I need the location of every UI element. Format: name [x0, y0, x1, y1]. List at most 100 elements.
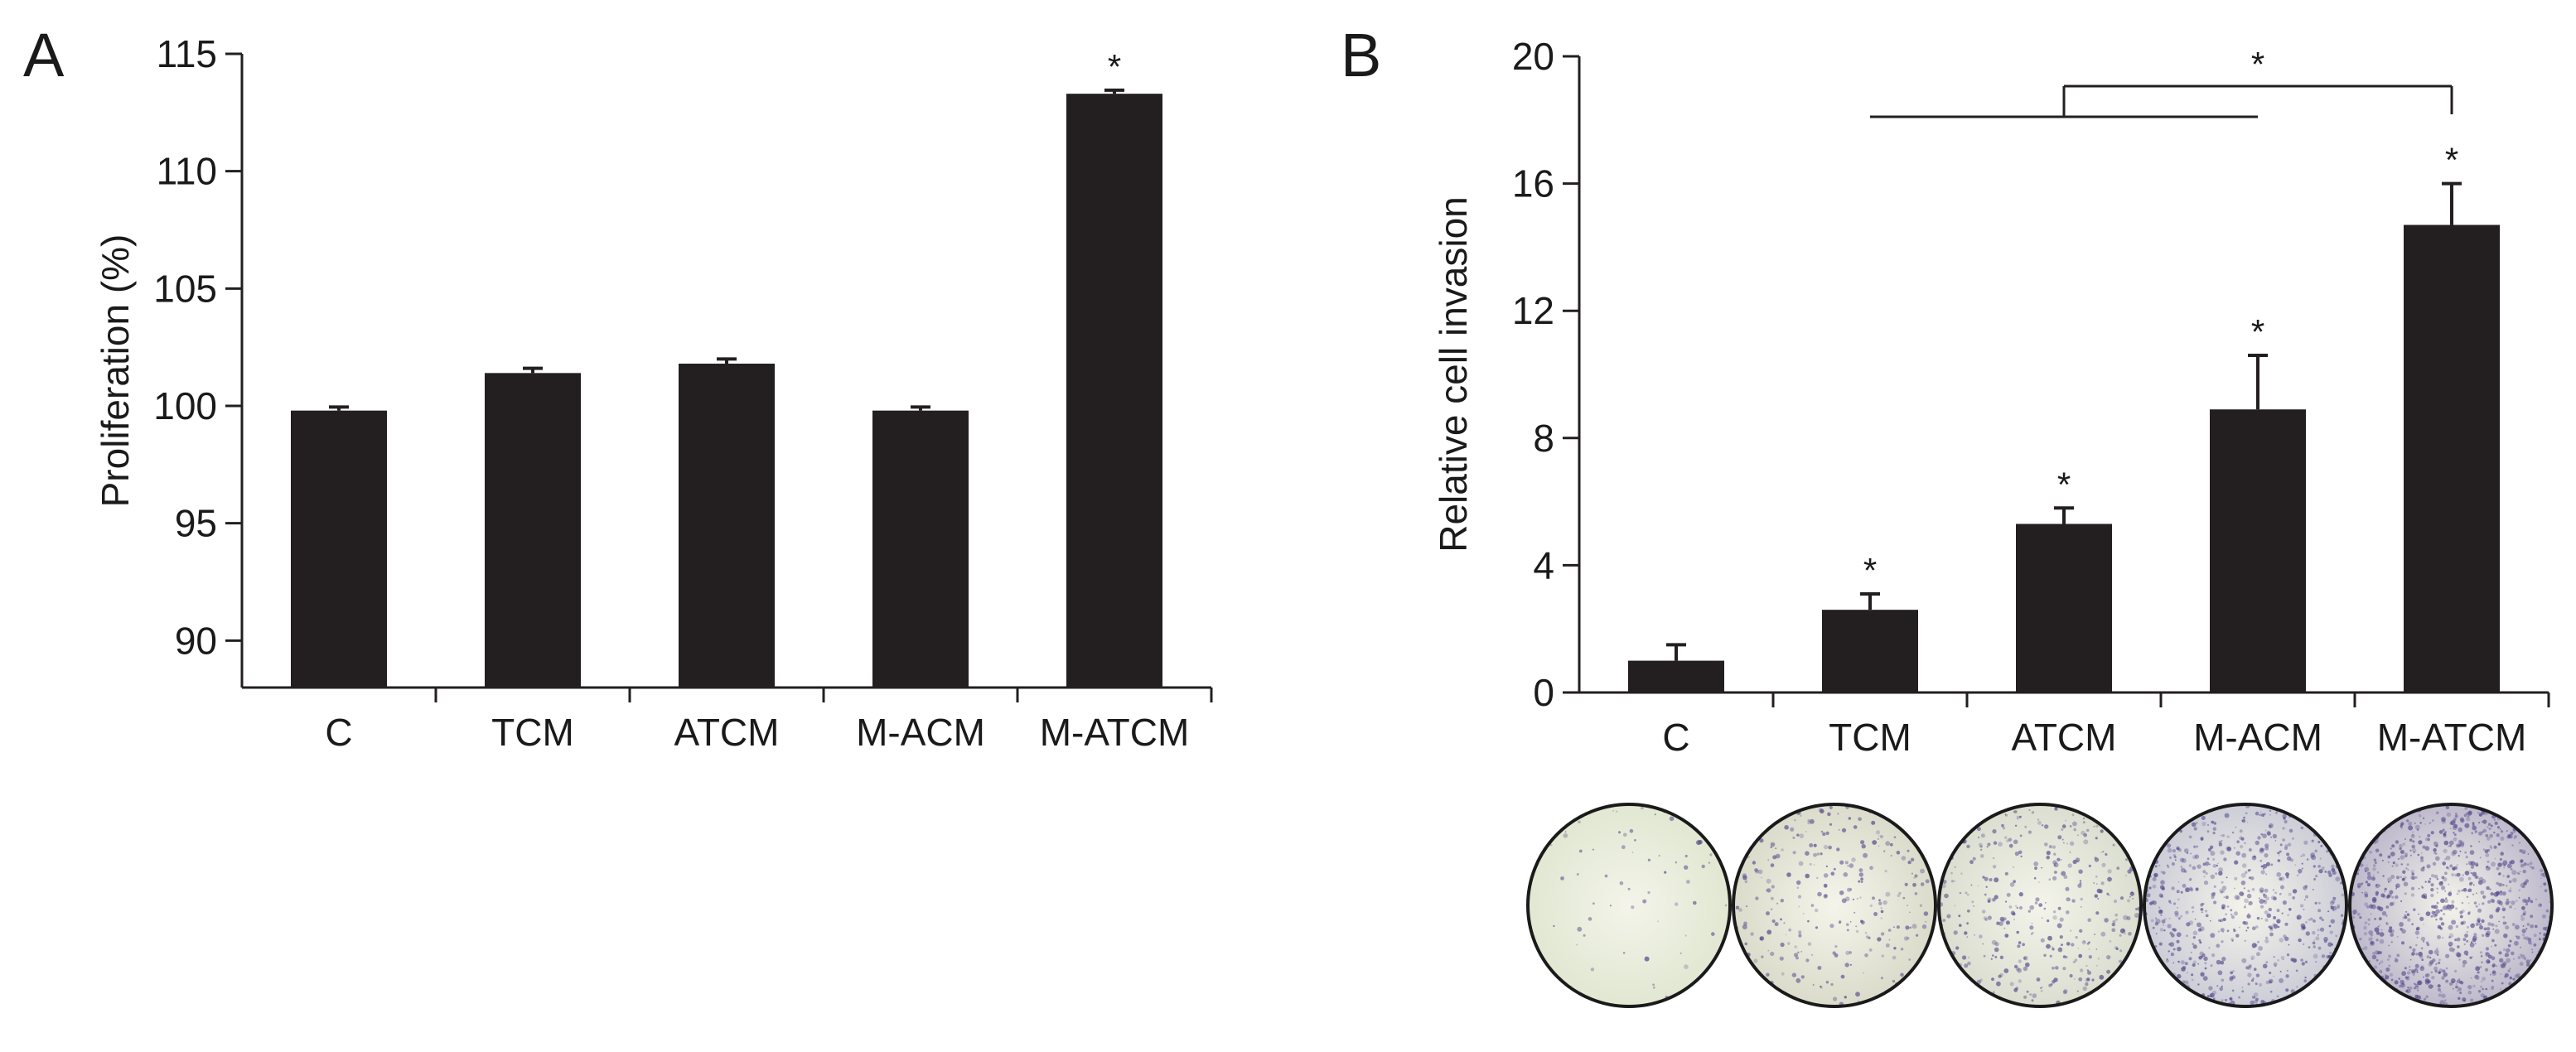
stained-cell: [1968, 956, 1970, 958]
stained-cell: [2440, 881, 2443, 884]
stained-cell: [1658, 854, 1660, 857]
stained-cell: [2525, 928, 2528, 930]
stained-cell: [1612, 810, 1615, 812]
y-axis-title: Proliferation (%): [94, 234, 137, 508]
stained-cell: [2434, 969, 2438, 973]
stained-cell: [2538, 903, 2542, 908]
stained-cell: [1989, 878, 1993, 881]
stained-cell: [2498, 951, 2502, 955]
stained-cell: [1986, 846, 1989, 848]
stained-cell: [2481, 821, 2483, 823]
stained-cell: [2264, 888, 2269, 893]
stained-cell: [1770, 863, 1775, 867]
stained-cell: [2494, 821, 2498, 825]
stained-cell: [2233, 928, 2235, 930]
stained-cell: [2155, 933, 2158, 935]
stained-cell: [2085, 964, 2088, 967]
stained-cell: [2482, 977, 2487, 982]
stained-cell: [2430, 887, 2434, 892]
stained-cell: [2151, 900, 2155, 905]
stained-cell: [2337, 904, 2341, 908]
stained-cell: [2441, 886, 2446, 890]
stained-cell: [2412, 831, 2414, 833]
stained-cell: [2493, 831, 2496, 834]
stained-cell: [2160, 871, 2163, 873]
stained-cell: [2277, 958, 2280, 962]
stained-cell: [2054, 807, 2058, 811]
stained-cell: [2123, 914, 2129, 920]
stained-cell: [1896, 925, 1900, 929]
stained-cell: [2431, 976, 2435, 980]
stained-cell: [2485, 933, 2490, 938]
stained-cell: [2080, 897, 2083, 901]
stained-cell: [2526, 863, 2530, 866]
stained-cell: [1774, 922, 1779, 927]
stained-cell: [1820, 852, 1823, 856]
stained-cell: [2268, 824, 2272, 828]
stained-cell: [2255, 925, 2259, 929]
stained-cell: [2046, 851, 2051, 856]
stained-cell: [2303, 908, 2305, 910]
stained-cell: [2462, 874, 2464, 876]
stained-cell: [1856, 897, 1858, 900]
stained-cell: [2490, 824, 2493, 828]
stained-cell: [2213, 885, 2216, 888]
stained-cell: [2282, 900, 2287, 905]
stained-cell: [1816, 876, 1819, 880]
stained-cell: [2014, 852, 2019, 857]
stained-cell: [2239, 891, 2245, 896]
stained-cell: [2171, 886, 2175, 890]
stained-cell: [2368, 930, 2373, 935]
stained-cell: [2464, 934, 2468, 938]
stained-cell: [1985, 886, 1988, 889]
stained-cell: [2315, 875, 2318, 878]
stained-cell: [1799, 833, 1805, 838]
stained-cell: [2023, 995, 2027, 999]
stained-cell: [2399, 843, 2403, 848]
stained-cell: [2450, 978, 2456, 983]
stained-cell: [2413, 974, 2415, 977]
stained-cell: [2186, 922, 2191, 927]
stained-cell: [2218, 919, 2221, 922]
stained-cell: [2402, 842, 2405, 846]
stained-cell: [2317, 909, 2322, 913]
stained-cell: [2438, 971, 2441, 974]
stained-cell: [2409, 854, 2412, 857]
stained-cell: [2199, 951, 2204, 956]
stained-cell: [2390, 847, 2392, 850]
stained-cell: [1817, 966, 1822, 970]
stained-cell: [2395, 895, 2399, 900]
stained-cell: [2512, 877, 2517, 883]
stained-cell: [2212, 858, 2216, 861]
stained-cell: [1919, 904, 1923, 907]
stained-cell: [2023, 957, 2027, 960]
stained-cell: [2429, 822, 2431, 824]
stained-cell: [2199, 941, 2202, 944]
stained-cell: [1916, 934, 1919, 937]
stained-cell: [2225, 998, 2228, 1001]
stained-cell: [2371, 876, 2375, 881]
stained-cell: [2470, 865, 2475, 870]
stained-cell: [2055, 966, 2059, 970]
stained-cell: [2158, 906, 2161, 909]
stained-cell: [1977, 885, 1979, 887]
micrograph-c: [1528, 804, 1730, 1006]
stained-cell: [2078, 869, 2083, 874]
stained-cell: [2199, 926, 2205, 932]
stained-cell: [2449, 828, 2452, 830]
stained-cell: [2527, 937, 2532, 942]
stained-cell: [2392, 861, 2395, 865]
stained-cell: [2472, 825, 2477, 831]
stained-cell: [1873, 912, 1878, 916]
stained-cell: [2493, 818, 2496, 821]
stained-cell: [2453, 837, 2458, 842]
stained-cell: [2066, 897, 2071, 902]
stained-cell: [2446, 904, 2452, 910]
stained-cell: [2128, 932, 2132, 936]
stained-cell: [2487, 922, 2491, 926]
stained-cell: [2309, 917, 2313, 921]
stained-cell: [2061, 871, 2066, 876]
stained-cell: [2517, 956, 2521, 959]
stained-cell: [2273, 924, 2279, 929]
stained-cell: [2177, 960, 2180, 963]
